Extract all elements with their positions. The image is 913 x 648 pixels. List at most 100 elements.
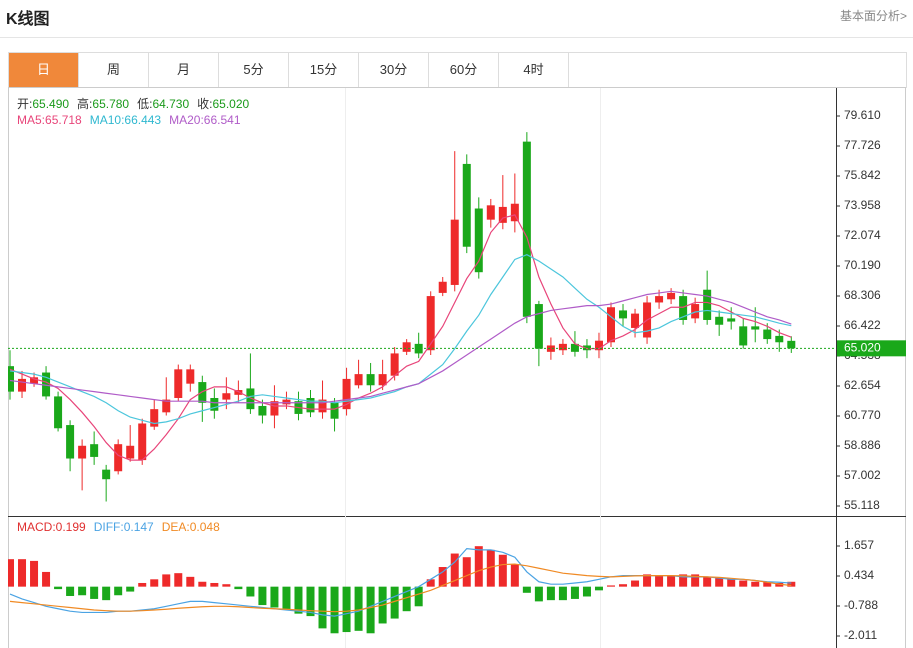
- macd-bar: [546, 586, 555, 601]
- macd-bar: [498, 554, 507, 587]
- period-tab[interactable]: 60分: [429, 53, 499, 87]
- macd-bar: [558, 586, 567, 601]
- macd-line: [9, 563, 792, 613]
- macd-bar: [366, 586, 375, 634]
- macd-bar: [138, 582, 147, 587]
- readout-item: 开:65.490: [17, 97, 69, 111]
- candle-body: [138, 423, 147, 461]
- macd-bar: [126, 586, 135, 592]
- fundamental-link[interactable]: 基本面分析>: [839, 9, 907, 23]
- macd-bar: [619, 584, 628, 587]
- candle-body: [378, 374, 387, 386]
- macd-bar: [534, 586, 543, 602]
- period-tab[interactable]: 4时: [499, 53, 569, 87]
- candle-body: [114, 444, 123, 472]
- y-tick-label: 70.190: [844, 258, 881, 272]
- readout-label: 开:: [17, 97, 33, 111]
- candle-body: [558, 343, 567, 351]
- macd-bar: [570, 586, 579, 599]
- macd-bar: [186, 576, 195, 587]
- candle-body: [679, 296, 688, 320]
- candle-body: [150, 409, 159, 427]
- readout-label: 高:: [77, 97, 93, 111]
- candle-body: [66, 425, 75, 459]
- y-tick-label: 66.422: [844, 318, 881, 332]
- macd-bar: [8, 559, 14, 587]
- period-tab[interactable]: 月: [149, 53, 219, 87]
- macd-bar: [462, 557, 471, 587]
- ma-line: [9, 214, 792, 461]
- readout-label: DIFF:: [93, 520, 124, 534]
- macd-bar: [162, 574, 171, 587]
- macd-bar: [522, 586, 531, 593]
- candle-body: [594, 340, 603, 351]
- candle-body: [607, 307, 615, 343]
- candle-body: [222, 393, 231, 400]
- candle-body: [30, 377, 39, 384]
- readout-item: 低:64.730: [137, 97, 189, 111]
- macd-bar: [30, 560, 39, 587]
- candle-body: [462, 163, 471, 247]
- macd-bar: [582, 586, 591, 597]
- candle-body: [546, 345, 555, 352]
- candle-body: [522, 141, 531, 317]
- readout-row: MA5:65.718 MA10:66.443 MA20:66.541: [17, 113, 249, 127]
- candle-body: [330, 402, 339, 419]
- period-tab[interactable]: 5分: [219, 53, 289, 87]
- y-tick-label: -0.788: [844, 598, 878, 612]
- macd-bar: [703, 576, 712, 587]
- macd-bar: [294, 586, 303, 614]
- price-plot: [8, 132, 836, 502]
- readout-label: MA10:: [89, 113, 125, 127]
- macd-bar: [102, 586, 111, 601]
- period-tab[interactable]: 周: [79, 53, 149, 87]
- readout-label: DEA:: [161, 520, 190, 534]
- macd-bar: [66, 586, 75, 596]
- candle-body: [534, 304, 543, 349]
- candle-body: [486, 205, 495, 220]
- y-tick-label: -2.011: [844, 628, 877, 642]
- candle-body: [474, 208, 483, 273]
- macd-bar: [438, 567, 447, 587]
- candle-body: [763, 329, 772, 340]
- candle-body: [306, 398, 315, 413]
- candle-body: [258, 405, 267, 416]
- period-tab[interactable]: 日: [9, 53, 79, 87]
- macd-bar: [787, 581, 796, 587]
- last-price-label: 65.020: [844, 340, 881, 354]
- candle-body: [102, 469, 111, 480]
- readout-item: DEA:0.048: [162, 520, 220, 534]
- candle-body: [751, 326, 760, 330]
- readout-value: 64.730: [152, 97, 190, 111]
- readout-value: 65.718: [45, 113, 82, 127]
- y-tick-label: 75.842: [844, 168, 881, 182]
- macd-bar: [594, 586, 603, 591]
- candle-body: [691, 304, 700, 319]
- candle-body: [126, 445, 135, 459]
- readout-item: 收:65.020: [197, 97, 249, 111]
- last-price-box: [837, 340, 906, 357]
- macd-bar: [655, 575, 664, 587]
- candle-body: [8, 366, 14, 392]
- readout-item: MA10:66.443: [90, 113, 161, 127]
- period-tab[interactable]: 30分: [359, 53, 429, 87]
- readout-row: 开:65.490 高:65.780 低:64.730 收:65.020: [17, 95, 257, 112]
- macd-bar: [631, 580, 640, 587]
- candle-body: [739, 326, 748, 346]
- y-tick-label: 60.770: [844, 408, 881, 422]
- readout-value: 66.541: [203, 113, 241, 127]
- macd-bar: [354, 586, 363, 631]
- candle-body: [498, 206, 507, 223]
- readout-value: 0.048: [189, 520, 220, 534]
- y-tick-label: 57.002: [844, 468, 881, 482]
- candle-body: [270, 401, 279, 416]
- candle-body: [667, 292, 676, 300]
- readout-value: 0.147: [123, 520, 154, 534]
- candle-body: [655, 296, 664, 303]
- period-tab[interactable]: 15分: [289, 53, 359, 87]
- macd-bar: [643, 574, 652, 587]
- readout-row: MACD:0.199 DIFF:0.147 DEA:0.048: [17, 520, 228, 534]
- macd-bar: [318, 586, 327, 629]
- macd-bar: [282, 586, 291, 610]
